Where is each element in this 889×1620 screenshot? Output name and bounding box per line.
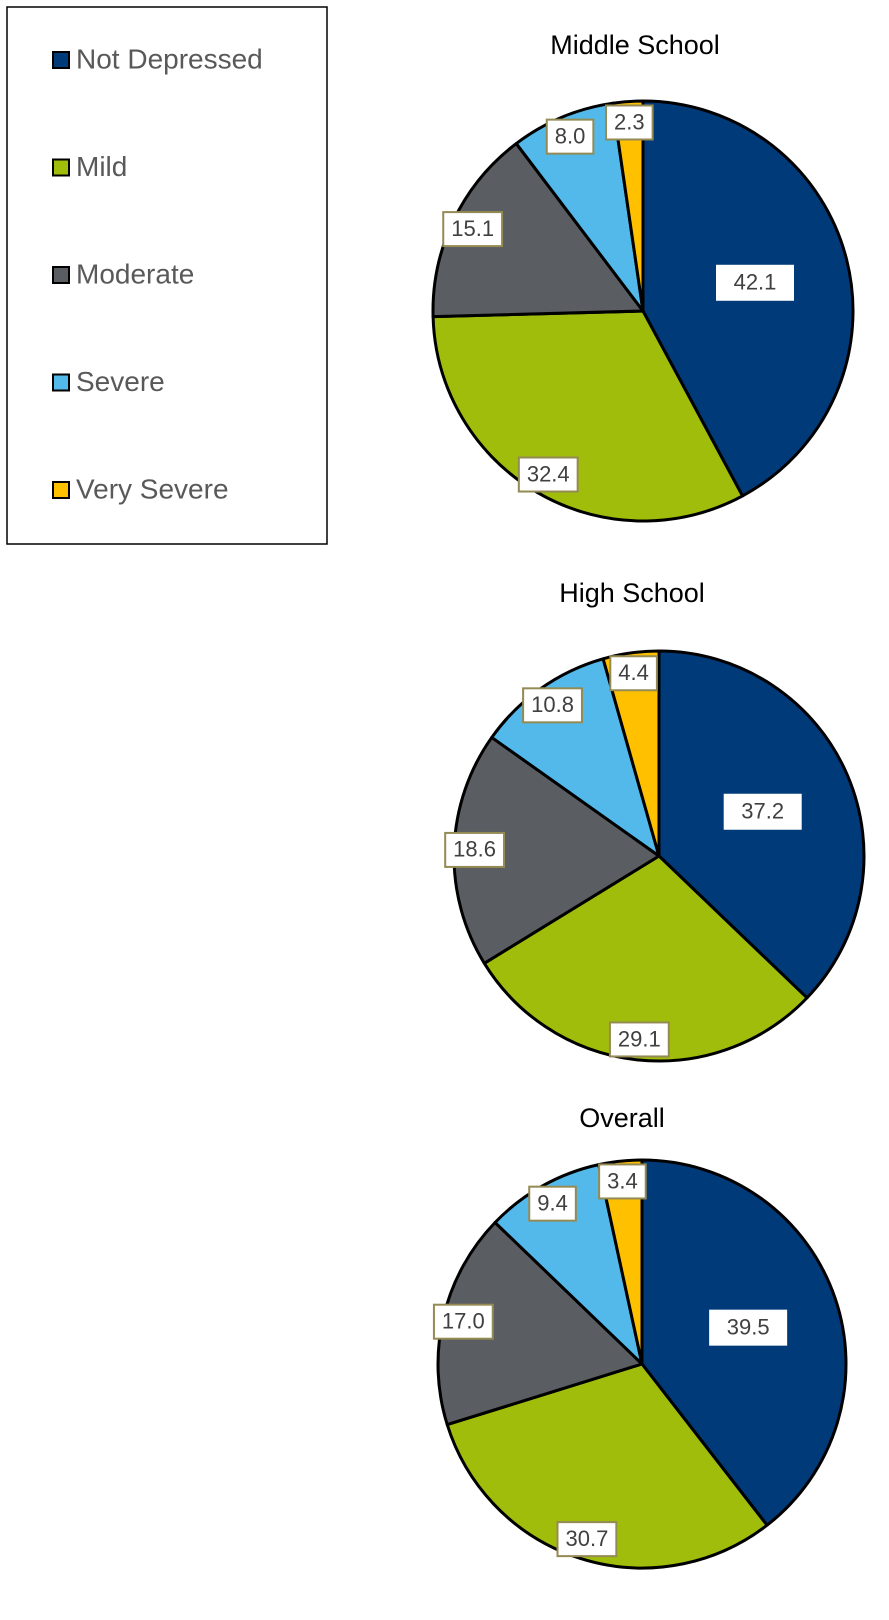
data-label-box <box>528 1185 577 1222</box>
data-label: 4.4 <box>618 660 649 685</box>
pie-slice <box>431 309 745 523</box>
data-label-box <box>598 1163 647 1200</box>
data-label-box <box>517 456 579 493</box>
chart-title: High School <box>559 578 705 608</box>
pie-slice <box>514 101 645 313</box>
legend-label: Severe <box>76 366 165 397</box>
data-label: 3.4 <box>607 1168 638 1193</box>
data-label: 37.2 <box>741 799 784 824</box>
data-label-box <box>545 118 595 155</box>
data-label-box <box>556 1521 618 1558</box>
data-label-box <box>442 211 504 248</box>
data-label: 10.8 <box>531 692 574 717</box>
data-label: 29.1 <box>618 1026 661 1051</box>
data-label: 8.0 <box>555 123 586 148</box>
data-label-box <box>608 1021 670 1058</box>
pie-slice <box>611 99 645 313</box>
data-label-box <box>605 104 654 141</box>
data-label-box <box>522 687 583 724</box>
data-label: 17.0 <box>442 1309 485 1334</box>
data-label-box <box>609 655 658 692</box>
data-label-box <box>432 1303 494 1340</box>
legend-label: Mild <box>76 151 127 182</box>
legend-label: Not Depressed <box>76 43 263 74</box>
data-label: 39.5 <box>727 1314 770 1339</box>
legend-label: Very Severe <box>76 473 229 504</box>
pie-slice <box>482 854 809 1063</box>
data-label: 42.1 <box>734 270 777 295</box>
data-label: 15.1 <box>451 216 494 241</box>
data-label-box <box>723 793 802 830</box>
data-label-box <box>444 831 506 868</box>
legend-swatch <box>52 373 70 392</box>
legend-swatch <box>52 158 70 177</box>
pie-slice <box>445 1362 769 1570</box>
data-label: 2.3 <box>614 109 645 134</box>
legend-swatch <box>52 266 70 284</box>
chart-title: Overall <box>579 1103 665 1133</box>
legend-swatch <box>52 481 70 499</box>
data-label: 18.6 <box>453 837 496 862</box>
data-label: 9.4 <box>537 1190 568 1215</box>
pie-slice <box>601 649 661 858</box>
data-label: 32.4 <box>527 461 570 486</box>
data-label-box <box>715 264 794 301</box>
chart-title: Middle School <box>550 30 720 60</box>
data-label-box <box>709 1309 788 1346</box>
data-label: 30.7 <box>565 1526 608 1551</box>
legend-label: Moderate <box>76 258 194 289</box>
legend-swatch <box>52 51 70 69</box>
